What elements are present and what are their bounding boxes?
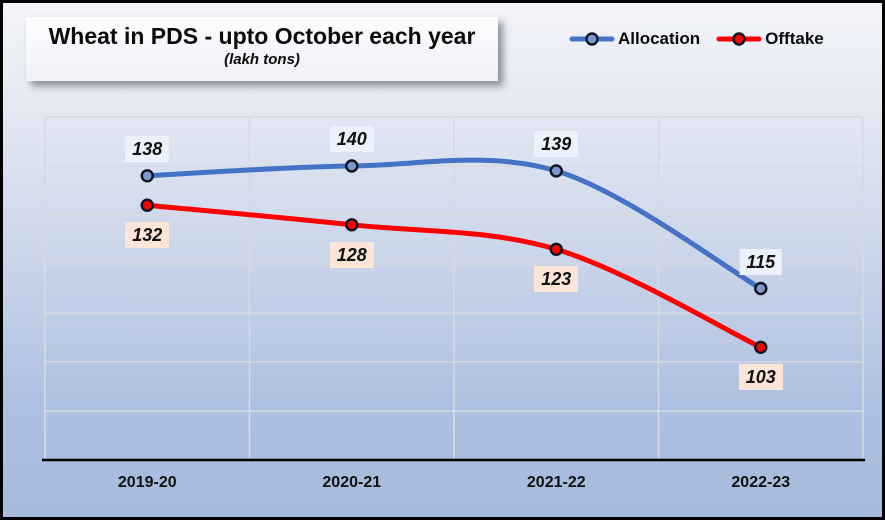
offtake-line-marker-icon: [716, 32, 762, 46]
marker-offtake-2019-20: [140, 198, 154, 212]
legend-item-offtake: Offtake: [716, 29, 824, 49]
marker-allocation-2022-23: [754, 281, 768, 296]
data-label-allocation-2021-22: 139: [534, 130, 579, 157]
plot-area: [42, 116, 865, 462]
chart-subtitle: (lakh tons): [224, 51, 300, 68]
chart-title-box: Wheat in PDS - upto October each year (l…: [26, 17, 498, 81]
data-label-offtake-2022-23: 103: [738, 364, 783, 391]
marker-allocation-2020-21: [345, 159, 359, 173]
marker-allocation-2019-20: [140, 169, 154, 183]
legend: Allocation Offtake: [569, 27, 824, 51]
series-line-allocation: [144, 157, 764, 291]
legend-label: Offtake: [765, 29, 824, 48]
series-line-offtake: [144, 202, 764, 350]
allocation-line-marker-icon: [569, 32, 615, 46]
data-label-allocation-2020-21: 140: [329, 126, 374, 152]
x-axis-label-2022-23: 2022-23: [731, 474, 791, 491]
chart-title: Wheat in PDS - upto October each year: [48, 23, 476, 49]
data-label-offtake-2019-20: 132: [125, 222, 170, 249]
x-axis-label-2020-21: 2020-21: [322, 474, 382, 491]
x-axis-label-2019-20: 2019-20: [117, 474, 177, 491]
data-label-allocation-2022-23: 115: [739, 248, 783, 275]
data-label-allocation-2019-20: 138: [125, 135, 170, 162]
marker-offtake-2021-22: [549, 242, 563, 257]
legend-item-allocation: Allocation: [569, 29, 700, 49]
marker-offtake-2020-21: [345, 218, 359, 232]
legend-label: Allocation: [618, 29, 701, 48]
marker-allocation-2021-22: [549, 164, 563, 178]
data-label-offtake-2021-22: 123: [534, 266, 579, 293]
data-label-offtake-2020-21: 128: [329, 241, 374, 268]
marker-offtake-2022-23: [754, 340, 768, 354]
x-axis-label-2021-22: 2021-22: [526, 474, 586, 491]
